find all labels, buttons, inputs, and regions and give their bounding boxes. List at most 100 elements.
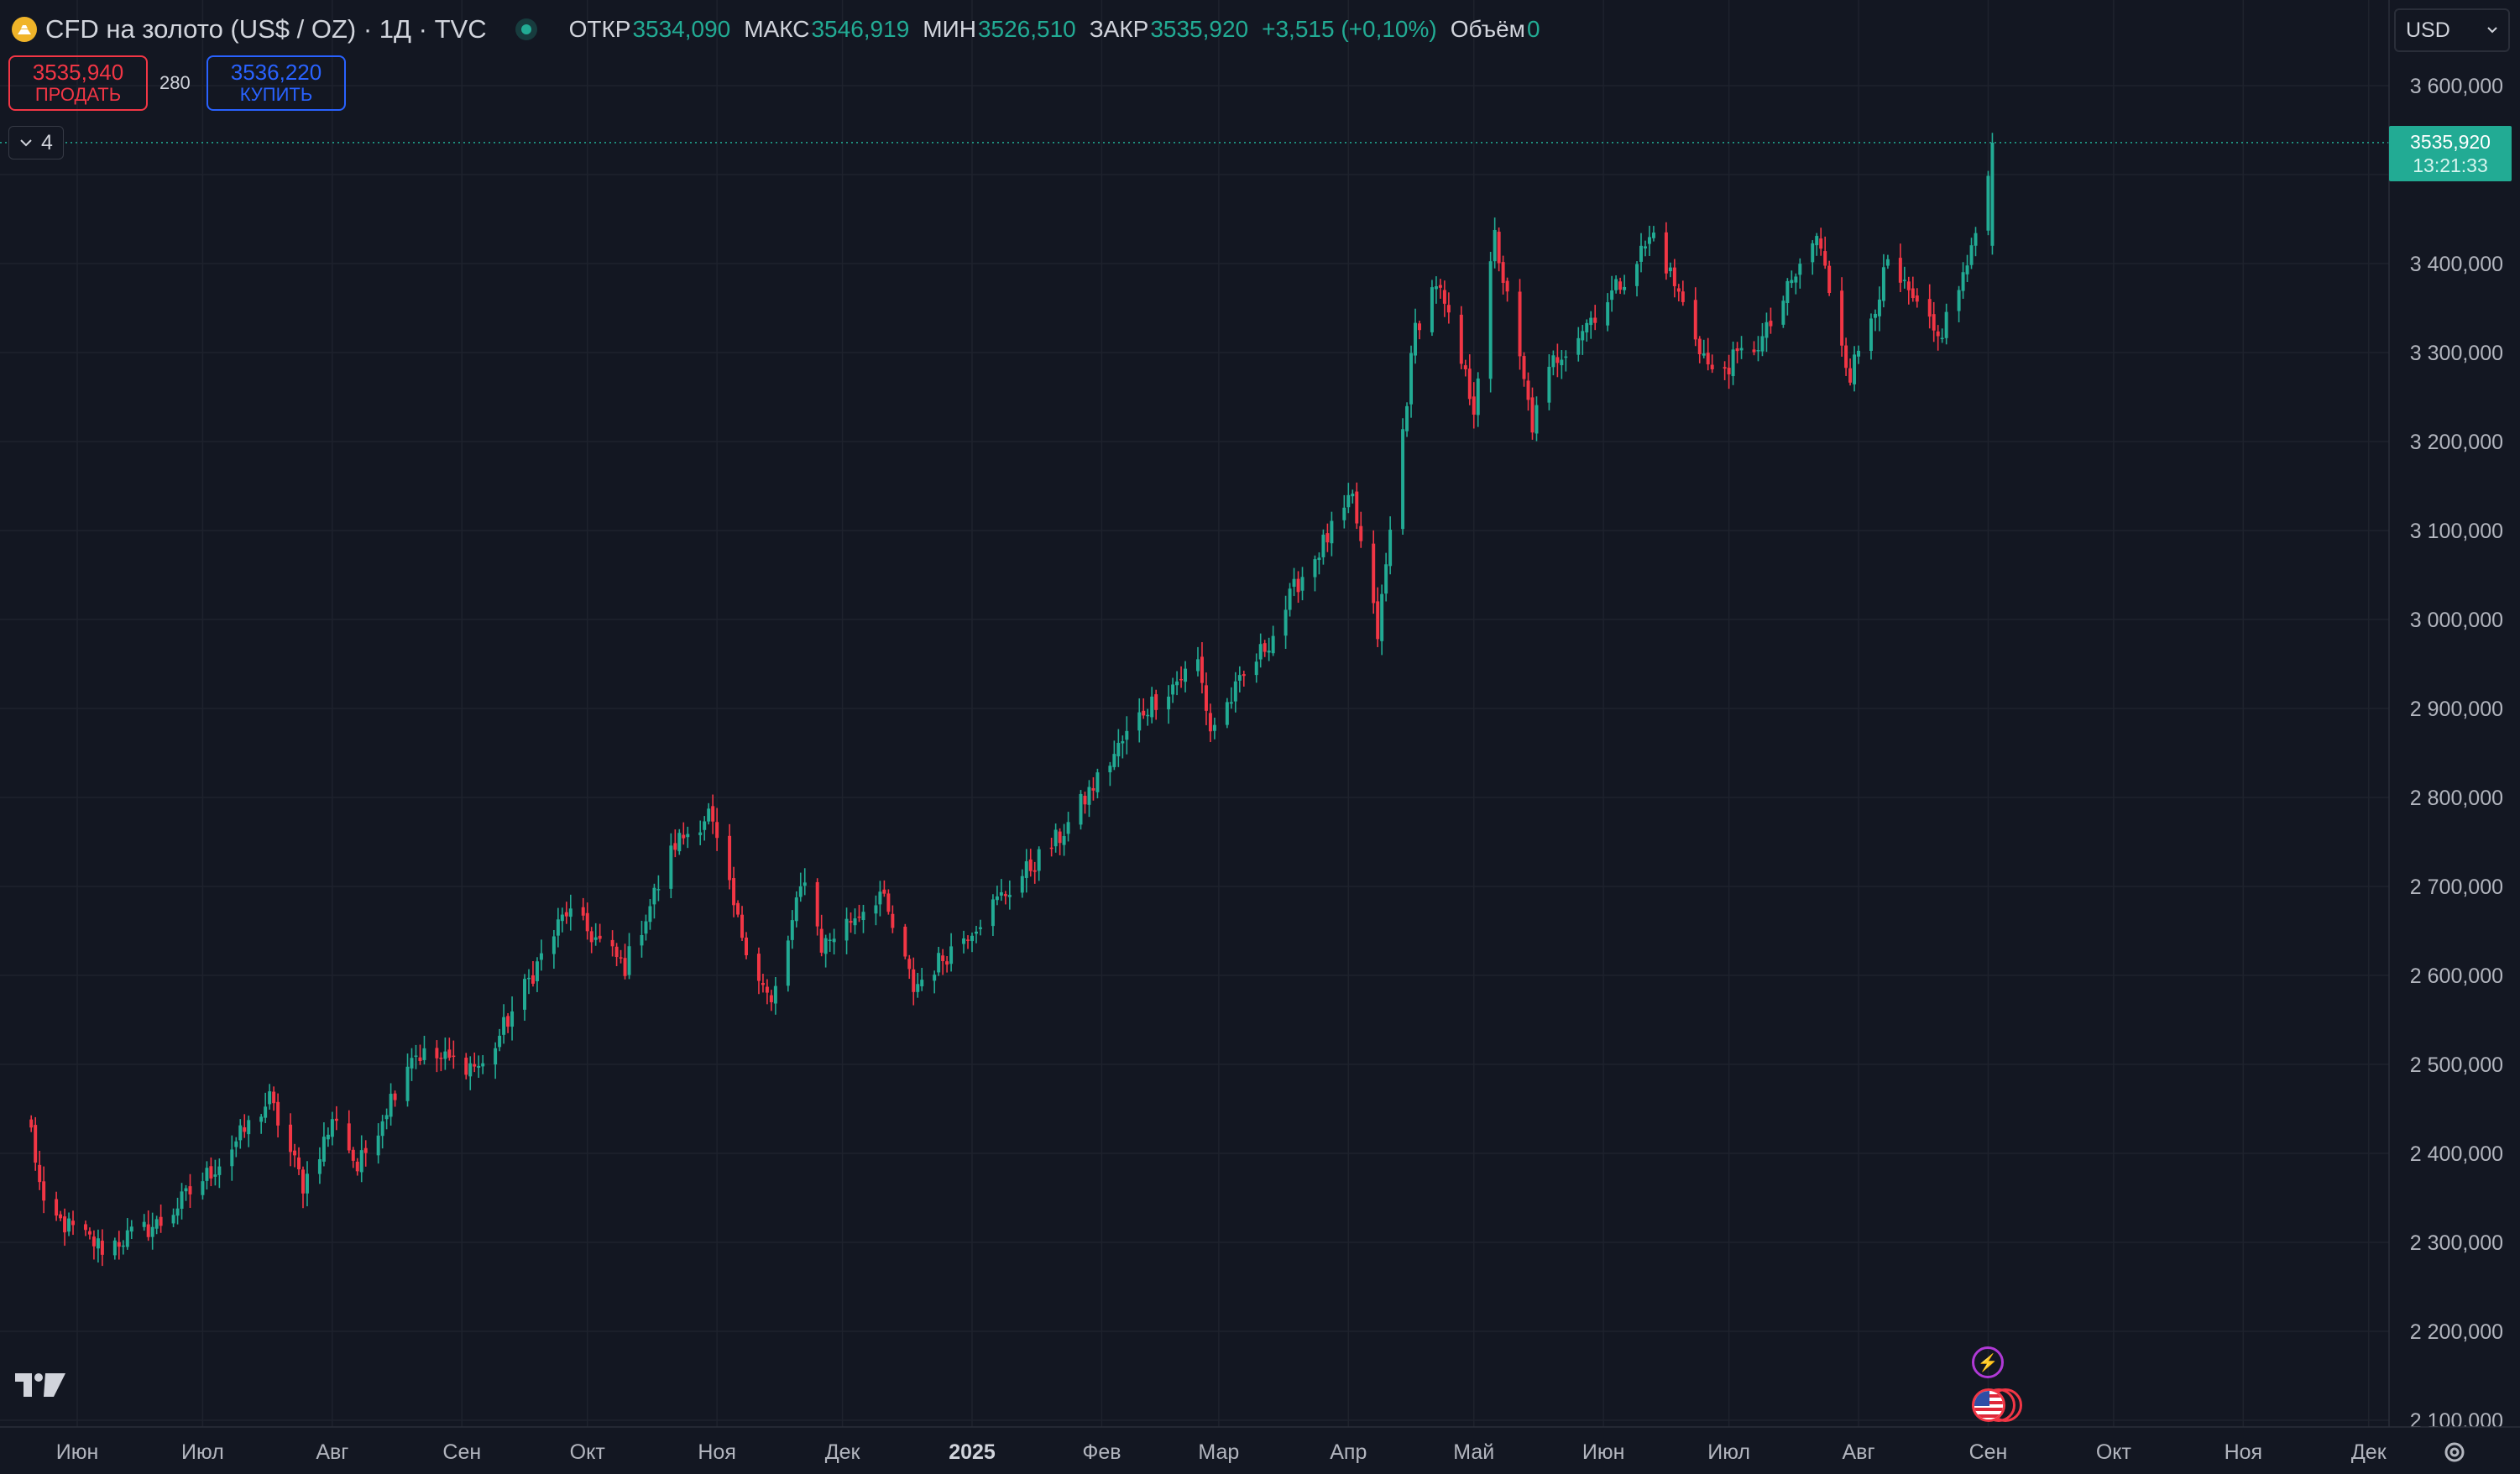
candle-body [317,1159,322,1174]
candle-body [1150,696,1154,718]
candle-body [1823,251,1827,266]
candle-body [1137,712,1142,731]
candle-body [1313,559,1317,578]
buy-button[interactable]: 3536,220 КУПИТЬ [207,55,346,111]
market-open-icon[interactable] [515,18,537,40]
candle-body [1271,635,1275,654]
candle-body [1986,175,1990,231]
candle-body [1551,355,1555,368]
candle-body [380,1121,384,1137]
time-tick-label: Ноя [2225,1440,2263,1464]
candle-body [418,1057,422,1061]
candle-body [523,979,526,1010]
buy-price: 3536,220 [230,60,322,85]
candle-body [1877,299,1881,316]
symbol-title[interactable]: CFD на золото (US$ / OZ) · 1Д · TVC [45,14,487,44]
open-value: 3534,090 [632,16,731,42]
currency-value: USD [2406,18,2450,42]
candle-body [1944,311,1948,338]
price-tick-label: 3 200,000 [2410,431,2503,454]
candle-body [564,912,568,917]
candle-body [920,980,924,987]
candle-body [1066,822,1070,834]
candle-body [698,832,703,835]
candle-body [1735,348,1739,352]
candle-body [728,835,732,881]
candle-body [1258,644,1263,660]
price-tick-label: 3 400,000 [2410,253,2503,276]
candle-body [330,1119,334,1137]
candle-body [29,1119,34,1128]
candle-body [1765,321,1769,338]
candle-body [63,1216,67,1233]
us-flag-event-icon[interactable] [1972,1388,2005,1422]
low-value: 3526,510 [977,16,1076,42]
candle-body [272,1091,276,1104]
candle-body [815,881,819,927]
settings-gear-icon[interactable] [2439,1437,2470,1467]
currency-select[interactable]: USD [2394,8,2510,52]
bar-countdown: 13:21:33 [2413,154,2488,176]
candle-body [1785,280,1790,304]
candle-body [184,1188,188,1192]
candle-body [502,1017,506,1035]
candle-body [844,918,849,941]
candle-body [1706,353,1710,365]
candle-body [384,1115,389,1120]
candle-body [363,1147,368,1153]
time-tick-label: Сен [1969,1440,2008,1464]
price-tick-label: 2 700,000 [2410,876,2503,899]
candle-body [1940,337,1944,340]
candle-body [1493,229,1497,262]
candle-body [1672,267,1676,286]
candle-body [1200,656,1204,683]
candle-body [359,1150,363,1173]
lightning-event-icon[interactable]: ⚡ [1972,1346,2004,1378]
candle-body [589,931,593,943]
candle-body [648,906,652,923]
candle-body [1693,300,1697,340]
candle-body [1564,356,1568,358]
candle-body [146,1224,150,1237]
candle-body [907,959,912,970]
buy-label: КУПИТЬ [239,84,313,105]
candle-body [552,936,556,954]
candle-body [1702,353,1706,356]
candle-body [477,1065,481,1069]
gold-symbol-icon[interactable] [12,17,37,42]
candle-body [686,834,690,838]
candle-body [439,1058,443,1059]
candle-body [912,969,916,992]
candle-body [510,1011,515,1027]
candle-body [159,1216,163,1226]
candle-body [1196,659,1200,672]
last-price-value: 3535,920 [2410,130,2491,153]
tradingview-logo-icon[interactable] [13,1370,67,1400]
candle-body [506,1016,510,1027]
price-tick-label: 2 400,000 [2410,1142,2503,1166]
candle-body [1815,236,1819,246]
candle-body [861,912,865,921]
indicators-toggle-button[interactable]: 4 [8,126,64,159]
candle-body [593,937,598,940]
candle-body [1794,276,1798,283]
time-tick-label: Май [1453,1440,1494,1464]
time-tick-label: Окт [2096,1440,2132,1464]
candle-body [1112,754,1116,767]
candle-body [773,985,777,1004]
candle-body [188,1186,192,1194]
candle-body [1242,674,1246,677]
candle-body [112,1240,117,1256]
candle-body [347,1123,351,1151]
candle-body [452,1055,456,1058]
candle-body [1463,365,1467,369]
candle-body [644,921,648,934]
candle-body [1576,337,1581,355]
candle-body [91,1236,96,1247]
price-tick-label: 2 600,000 [2410,964,2503,988]
sell-button[interactable]: 3535,940 ПРОДАТЬ [8,55,148,111]
candle-body [1053,829,1058,847]
candle-body [828,939,832,942]
candle-body [1811,243,1815,263]
